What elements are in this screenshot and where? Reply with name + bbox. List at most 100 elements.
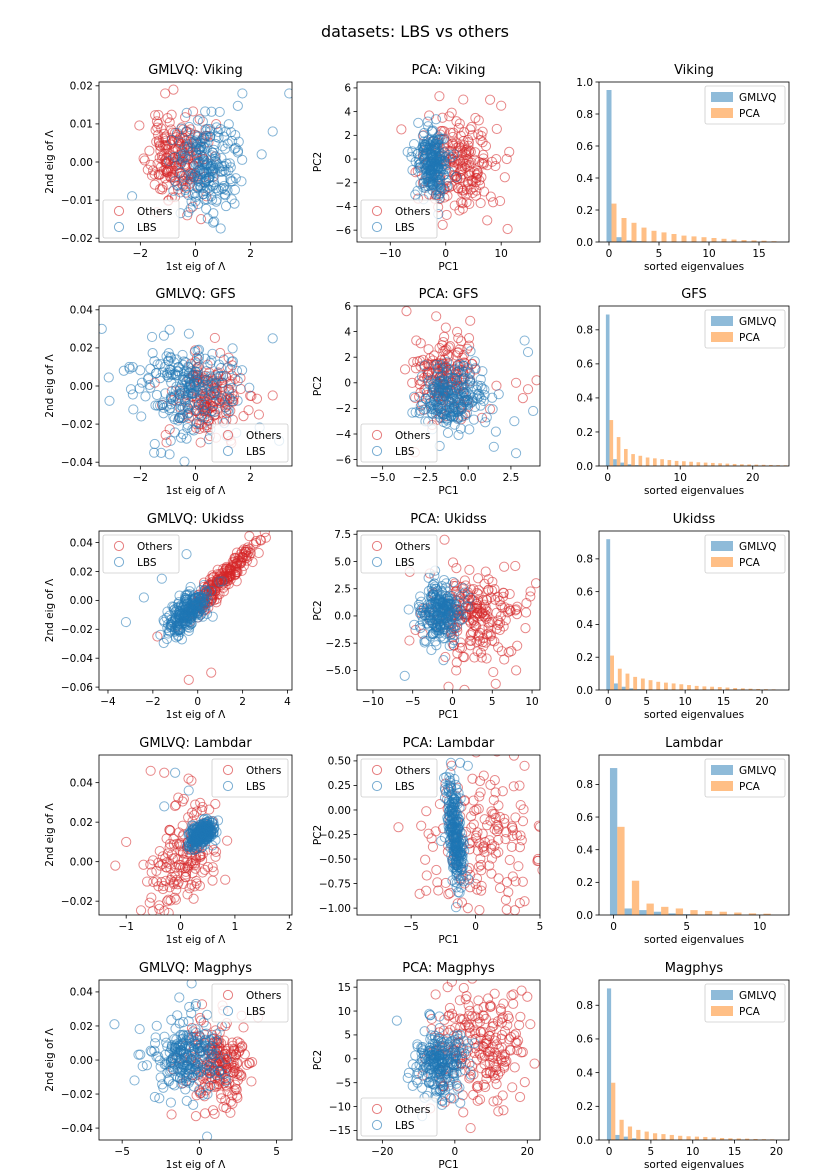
point-lbs bbox=[192, 1062, 203, 1074]
point-others bbox=[497, 1090, 508, 1101]
y-tick-label: 0.02 bbox=[70, 81, 93, 93]
point-others bbox=[150, 110, 161, 121]
point-lbs bbox=[210, 385, 221, 397]
point-others bbox=[235, 1069, 247, 1080]
legend-label: LBS bbox=[395, 781, 415, 793]
point-lbs bbox=[179, 456, 190, 466]
point-lbs bbox=[455, 1097, 466, 1108]
point-lbs bbox=[425, 1069, 436, 1080]
point-lbs bbox=[206, 373, 217, 384]
point-lbs bbox=[193, 417, 205, 429]
point-lbs bbox=[207, 611, 218, 622]
point-lbs bbox=[451, 1068, 462, 1079]
point-others bbox=[496, 1033, 507, 1044]
bar-pca bbox=[769, 464, 773, 466]
y-axis-label: 2nd eig of Λ bbox=[44, 354, 56, 418]
point-others bbox=[445, 341, 456, 352]
x-tick-label: −5 bbox=[405, 696, 420, 708]
point-others bbox=[189, 881, 200, 892]
point-others bbox=[519, 1077, 530, 1088]
bar-pca bbox=[646, 903, 654, 915]
point-lbs bbox=[211, 827, 222, 838]
point-lbs bbox=[456, 849, 467, 860]
y-tick-label: 0 bbox=[344, 1054, 351, 1066]
point-lbs bbox=[444, 375, 455, 387]
point-lbs bbox=[146, 1046, 157, 1057]
point-others bbox=[206, 667, 217, 678]
point-others bbox=[513, 861, 524, 872]
point-lbs bbox=[415, 405, 426, 416]
point-lbs bbox=[423, 134, 434, 145]
point-lbs bbox=[193, 137, 204, 148]
point-lbs bbox=[202, 413, 213, 424]
legend-label: Others bbox=[137, 206, 172, 218]
point-others bbox=[476, 885, 487, 896]
point-others bbox=[465, 1065, 476, 1076]
point-others bbox=[255, 534, 266, 546]
point-others bbox=[504, 588, 515, 600]
point-lbs bbox=[190, 1064, 201, 1076]
point-lbs bbox=[407, 1080, 418, 1091]
point-others bbox=[424, 110, 435, 121]
bar-pca bbox=[761, 464, 766, 466]
x-tick-label: 2 bbox=[239, 696, 246, 708]
point-lbs bbox=[155, 1072, 166, 1083]
point-others bbox=[417, 376, 428, 387]
x-axis-label: PC1 bbox=[438, 934, 458, 946]
legend-marker-lbs bbox=[222, 1005, 234, 1017]
point-lbs bbox=[175, 1045, 186, 1056]
point-lbs bbox=[434, 382, 445, 393]
point-lbs bbox=[183, 785, 194, 796]
legend-box bbox=[211, 983, 289, 1023]
point-others bbox=[458, 982, 469, 994]
point-others bbox=[480, 605, 491, 616]
legend-box bbox=[360, 758, 438, 798]
bar-gmlvq bbox=[653, 911, 662, 915]
x-tick-label: 5 bbox=[489, 696, 496, 708]
point-lbs bbox=[409, 619, 420, 630]
bar-pca bbox=[747, 464, 751, 466]
y-tick-label: 0.50 bbox=[328, 756, 351, 768]
point-lbs bbox=[444, 835, 455, 846]
point-others bbox=[153, 129, 164, 140]
point-lbs bbox=[209, 153, 221, 164]
point-others bbox=[537, 865, 540, 875]
point-lbs bbox=[425, 1010, 436, 1021]
point-others bbox=[228, 557, 239, 568]
point-others bbox=[480, 140, 492, 152]
point-others bbox=[471, 185, 482, 196]
y-tick-label: 0.0 bbox=[576, 910, 593, 922]
point-lbs bbox=[456, 841, 467, 852]
y-tick-label: 0.2 bbox=[576, 427, 593, 439]
point-others bbox=[415, 338, 426, 349]
point-others bbox=[454, 118, 465, 129]
point-others bbox=[131, 952, 140, 961]
y-tick-label: 0.02 bbox=[70, 817, 93, 829]
point-lbs bbox=[451, 784, 462, 795]
point-others bbox=[507, 1082, 518, 1093]
bar-pca bbox=[764, 689, 768, 690]
y-tick-label: −0.75 bbox=[319, 878, 351, 890]
point-lbs bbox=[436, 835, 447, 847]
point-others bbox=[198, 577, 210, 588]
subplot-title: GMLVQ: GFS bbox=[155, 287, 235, 302]
y-tick-label: 0.6 bbox=[576, 812, 593, 824]
point-others bbox=[164, 842, 175, 853]
bar-pca bbox=[675, 908, 684, 915]
point-lbs bbox=[199, 585, 210, 596]
legend-box bbox=[102, 534, 180, 574]
point-lbs bbox=[184, 1075, 195, 1086]
point-lbs bbox=[170, 767, 181, 778]
legend-label: GMLVQ bbox=[739, 765, 776, 777]
point-others bbox=[215, 1089, 226, 1100]
y-tick-label: 0.8 bbox=[576, 109, 593, 121]
point-others bbox=[168, 877, 179, 888]
bar-pca bbox=[741, 240, 747, 242]
point-others bbox=[483, 574, 494, 585]
point-others bbox=[470, 112, 481, 124]
point-others bbox=[210, 846, 222, 858]
point-lbs bbox=[192, 376, 203, 387]
